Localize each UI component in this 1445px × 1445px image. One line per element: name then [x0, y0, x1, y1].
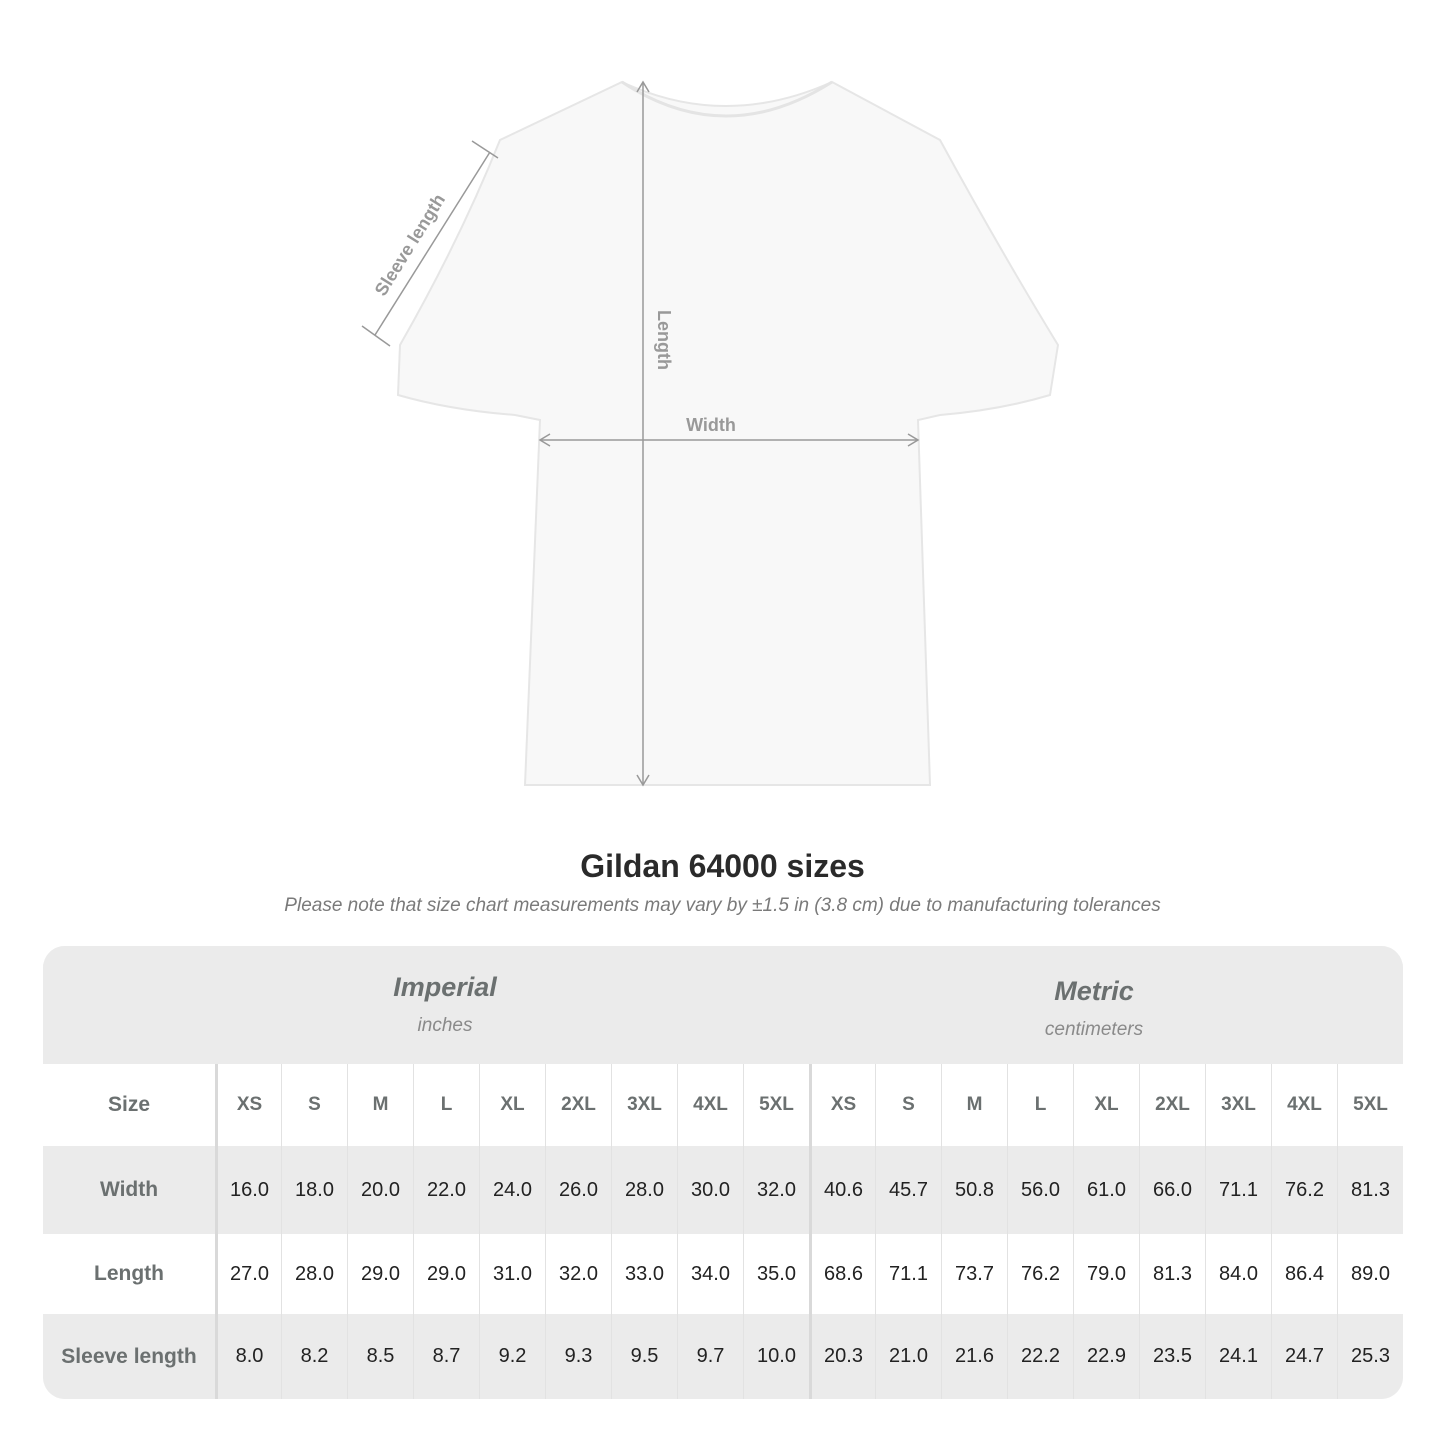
table-cell: 29.0 — [413, 1234, 479, 1314]
table-cell: 40.6 — [809, 1146, 875, 1234]
table-header-band: Imperial inches Metric centimeters — [43, 946, 1403, 1064]
table-cell: 76.2 — [1271, 1146, 1337, 1234]
size-header-cell: XS — [215, 1064, 281, 1146]
table-cell: 16.0 — [215, 1146, 281, 1234]
table-cell: 28.0 — [281, 1234, 347, 1314]
table-cell: 86.4 — [1271, 1234, 1337, 1314]
size-header-cell: M — [941, 1064, 1007, 1146]
metric-unit: centimeters — [1044, 1019, 1144, 1040]
table-row: Width 16.0 18.0 20.0 22.0 24.0 26.0 28.0 30.0 32.… — [43, 1146, 1403, 1234]
table-cell: 56.0 — [1007, 1146, 1073, 1234]
table-cell: 61.0 — [1073, 1146, 1139, 1234]
size-header-cell: 5XL — [1337, 1064, 1403, 1146]
table-cell: 26.0 — [545, 1146, 611, 1234]
table-cell: 25.3 — [1337, 1314, 1403, 1399]
table-cell: 23.5 — [1139, 1314, 1205, 1399]
size-header-cell: 4XL — [1271, 1064, 1337, 1146]
size-header-cell: S — [875, 1064, 941, 1146]
table-cell: 22.9 — [1073, 1314, 1139, 1399]
size-header-cell: 3XL — [1205, 1064, 1271, 1146]
size-table: Imperial inches Metric centimeters Size X… — [43, 946, 1403, 1399]
size-header-cell: 2XL — [545, 1064, 611, 1146]
table-cell: 10.0 — [743, 1314, 809, 1399]
table-cell: 24.0 — [479, 1146, 545, 1234]
table-cell: 28.0 — [611, 1146, 677, 1234]
page-title: Gildan 64000 sizes — [580, 848, 865, 884]
size-header-cell: S — [281, 1064, 347, 1146]
tshirt-image — [396, 80, 1060, 786]
table-cell: 22.0 — [413, 1146, 479, 1234]
size-header-cell: 3XL — [611, 1064, 677, 1146]
table-cell: 29.0 — [347, 1234, 413, 1314]
table-cell: 20.3 — [809, 1314, 875, 1399]
table-cell: 32.0 — [743, 1146, 809, 1234]
table-row: Length 27.0 28.0 29.0 29.0 31.0 32.0 33.0 34.0 35… — [43, 1234, 1403, 1314]
table-cell: 18.0 — [281, 1146, 347, 1234]
table-cell: 45.7 — [875, 1146, 941, 1234]
table-cell: 9.3 — [545, 1314, 611, 1399]
table-row: Sleeve length 8.0 8.2 8.5 8.7 9.2 9.3 9.5 9.7 10.… — [43, 1314, 1403, 1399]
table-cell: 27.0 — [215, 1234, 281, 1314]
table-cell: 73.7 — [941, 1234, 1007, 1314]
tshirt-collar — [621, 80, 833, 118]
table-cell: 8.7 — [413, 1314, 479, 1399]
table-cell: 24.1 — [1205, 1314, 1271, 1399]
imperial-header: Imperial inches — [215, 972, 675, 1037]
table-cell: 66.0 — [1139, 1146, 1205, 1234]
table-cell: 21.0 — [875, 1314, 941, 1399]
table-cell: 9.2 — [479, 1314, 545, 1399]
row-label: Width — [99, 1178, 159, 1201]
table-cell: 21.6 — [941, 1314, 1007, 1399]
size-header-row: Size XS S M L XL 2XL 3XL 4XL 5XL XS S M L XL 2XL 3XL 4XL 5… — [43, 1064, 1403, 1146]
size-header-cell: 5XL — [743, 1064, 809, 1146]
length-label: Length — [654, 310, 674, 370]
table-cell: 79.0 — [1073, 1234, 1139, 1314]
table-cell: 30.0 — [677, 1146, 743, 1234]
table-cell: 50.8 — [941, 1146, 1007, 1234]
imperial-unit: inches — [417, 1015, 473, 1036]
metric-header: Metric centimeters — [809, 976, 1379, 1041]
tshirt-diagram: Sleeve length Length Width — [361, 80, 1060, 787]
sleeve-arrow — [374, 151, 491, 336]
row-label: Length — [94, 1262, 164, 1285]
size-header-cell: L — [413, 1064, 479, 1146]
tolerance-note: Please note that size chart measurements… — [284, 895, 1161, 916]
table-cell: 9.5 — [611, 1314, 677, 1399]
table-cell: 31.0 — [479, 1234, 545, 1314]
table-cell: 76.2 — [1007, 1234, 1073, 1314]
table-cell: 8.2 — [281, 1314, 347, 1399]
row-label: Size — [107, 1093, 151, 1116]
table-cell: 71.1 — [875, 1234, 941, 1314]
table-cell: 35.0 — [743, 1234, 809, 1314]
table-cell: 24.7 — [1271, 1314, 1337, 1399]
table-cell: 71.1 — [1205, 1146, 1271, 1234]
size-header-cell: 4XL — [677, 1064, 743, 1146]
table-cell: 8.5 — [347, 1314, 413, 1399]
table-cell: 33.0 — [611, 1234, 677, 1314]
table-cell: 81.3 — [1139, 1234, 1205, 1314]
table-cell: 9.7 — [677, 1314, 743, 1399]
row-label: Sleeve length — [61, 1344, 197, 1368]
table-cell: 81.3 — [1337, 1146, 1403, 1234]
metric-title: Metric — [1054, 976, 1134, 1006]
size-header-cell: XS — [809, 1064, 875, 1146]
table-cell: 8.0 — [215, 1314, 281, 1399]
size-header-cell: L — [1007, 1064, 1073, 1146]
table-cell: 34.0 — [677, 1234, 743, 1314]
imperial-title: Imperial — [393, 972, 497, 1002]
size-header-cell: XL — [1073, 1064, 1139, 1146]
table-cell: 32.0 — [545, 1234, 611, 1314]
table-cell: 68.6 — [809, 1234, 875, 1314]
size-header-cell: M — [347, 1064, 413, 1146]
size-header-cell: 2XL — [1139, 1064, 1205, 1146]
size-header-cell: XL — [479, 1064, 545, 1146]
table-cell: 89.0 — [1337, 1234, 1403, 1314]
table-cell: 22.2 — [1007, 1314, 1073, 1399]
table-cell: 20.0 — [347, 1146, 413, 1234]
width-label: Width — [686, 415, 736, 435]
table-cell: 84.0 — [1205, 1234, 1271, 1314]
